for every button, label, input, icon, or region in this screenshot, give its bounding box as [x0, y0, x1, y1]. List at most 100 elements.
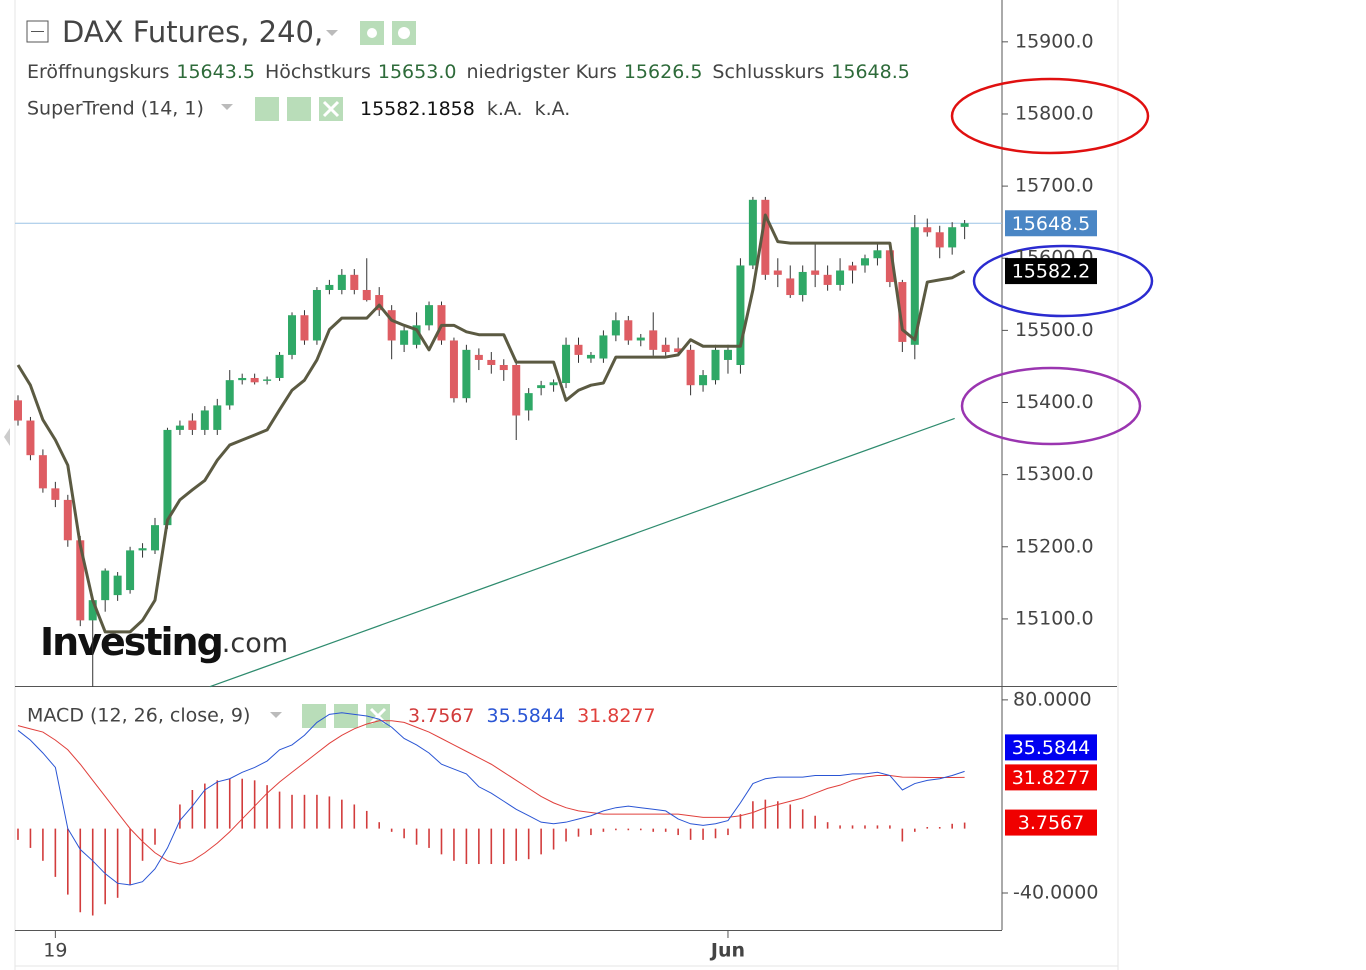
- y-tick-label: 15500.0: [1015, 319, 1094, 341]
- price-tag-label: 15582.2: [1012, 261, 1091, 283]
- macd-values: 3.7567 35.5844 31.8277: [408, 705, 656, 727]
- visibility-icon-glyph: [367, 28, 377, 38]
- macd-value: 35.5844: [486, 705, 565, 727]
- candle-body: [38, 455, 47, 489]
- candle-body: [412, 325, 421, 345]
- candle-body: [151, 525, 160, 551]
- candle-body: [188, 420, 197, 430]
- candle-body: [487, 359, 496, 366]
- candle-body: [325, 284, 334, 290]
- candle-body: [948, 227, 957, 248]
- candle-body: [686, 349, 695, 386]
- candle-body: [437, 305, 446, 341]
- y-tick-label: -40.0000: [1013, 881, 1098, 903]
- watermark: Investing.com: [40, 620, 288, 664]
- supertrend-visibility[interactable]: [255, 97, 279, 121]
- candle-body: [674, 348, 683, 353]
- candle-body: [848, 265, 857, 271]
- candle-body: [375, 295, 384, 311]
- candle-body: [773, 270, 782, 275]
- ohlc-field: Eröffnungskurs: [27, 61, 169, 83]
- watermark-suffix: .com: [222, 628, 288, 659]
- annotation-ellipse-purple: [960, 366, 1142, 446]
- price-tag: [1005, 734, 1097, 761]
- candle-body: [51, 488, 60, 500]
- candle-body: [512, 365, 521, 416]
- candle-body: [362, 289, 371, 301]
- candle-body: [387, 310, 396, 341]
- y-tick-label: 15300.0: [1015, 463, 1094, 485]
- candle-body: [26, 420, 35, 456]
- candle-body: [263, 379, 272, 381]
- candle-body: [649, 330, 658, 350]
- y-tick-label: 15400.0: [1015, 391, 1094, 413]
- ohlc-value: 15653.0: [378, 61, 457, 83]
- candle-body: [312, 289, 321, 341]
- candle-body: [88, 600, 97, 621]
- candle-body: [836, 270, 845, 285]
- candle-body: [823, 274, 832, 285]
- candle-body: [574, 344, 583, 355]
- candle-body: [910, 227, 919, 345]
- candle-body: [586, 354, 595, 359]
- indicator-status: k.A.: [535, 98, 571, 120]
- annotation-ellipse-red: [950, 77, 1150, 155]
- ohlc-legend: Eröffnungskurs 15643.5 Höchstkurs 15653.0 ni…: [27, 61, 910, 83]
- ohlc-value: 15648.5: [831, 61, 910, 83]
- macd-visibility[interactable]: [302, 704, 326, 728]
- candle-body: [113, 575, 122, 596]
- indicator-status: k.A.: [487, 98, 523, 120]
- candle-body: [462, 349, 471, 399]
- ohlc-value: 15643.5: [176, 61, 255, 83]
- settings-icon-glyph: [398, 27, 410, 39]
- candle-body: [935, 232, 944, 248]
- candle-body: [923, 227, 932, 233]
- collapse-toggle[interactable]: [26, 20, 49, 43]
- candle-body: [636, 337, 645, 341]
- candle-body: [138, 548, 147, 551]
- candle-body: [474, 354, 483, 360]
- price-tag-label: 31.8277: [1012, 767, 1091, 789]
- macd-line: [17, 712, 965, 886]
- supertrend-settings[interactable]: [287, 97, 311, 121]
- candle-body: [960, 223, 969, 227]
- candle-body: [786, 278, 795, 296]
- candle-body: [661, 344, 670, 353]
- macd-dropdown[interactable]: [270, 712, 282, 718]
- watermark-brand: Investing: [40, 620, 222, 664]
- candle-body: [798, 271, 807, 296]
- x-tick-label: 19: [43, 940, 67, 962]
- candle-body: [549, 382, 558, 386]
- candle-body: [275, 354, 284, 378]
- scroll-handle[interactable]: [4, 428, 10, 446]
- candle-body: [76, 540, 85, 621]
- title-dropdown[interactable]: [326, 30, 338, 36]
- candle-body: [761, 199, 770, 275]
- candle-body: [898, 282, 907, 342]
- price-tag-label: 3.7567: [1018, 812, 1084, 834]
- histogram-value: 3.7567: [408, 705, 474, 727]
- price-tag: [1005, 258, 1097, 285]
- candle-body: [13, 400, 22, 421]
- candle-body: [736, 265, 745, 366]
- supertrend-dropdown[interactable]: [221, 104, 233, 110]
- candle-body: [811, 270, 820, 275]
- candle-body: [213, 405, 222, 430]
- candle-body: [699, 375, 708, 386]
- candle-body: [163, 429, 172, 526]
- candle-body: [425, 305, 434, 326]
- macd-settings[interactable]: [334, 704, 358, 728]
- candle-body: [225, 380, 234, 406]
- price-tag: [1005, 809, 1097, 836]
- candle-body: [175, 425, 184, 430]
- candle-body: [126, 550, 135, 591]
- price-tag: [1005, 764, 1097, 791]
- indicator-values: 15582.1858 k.A. k.A.: [360, 98, 570, 120]
- annotation-ellipse-blue: [972, 244, 1154, 318]
- candle-body: [562, 344, 571, 384]
- ohlc-field: Höchstkurs: [265, 61, 371, 83]
- y-tick-label: 15900.0: [1015, 30, 1094, 52]
- price-tag: [1005, 210, 1097, 237]
